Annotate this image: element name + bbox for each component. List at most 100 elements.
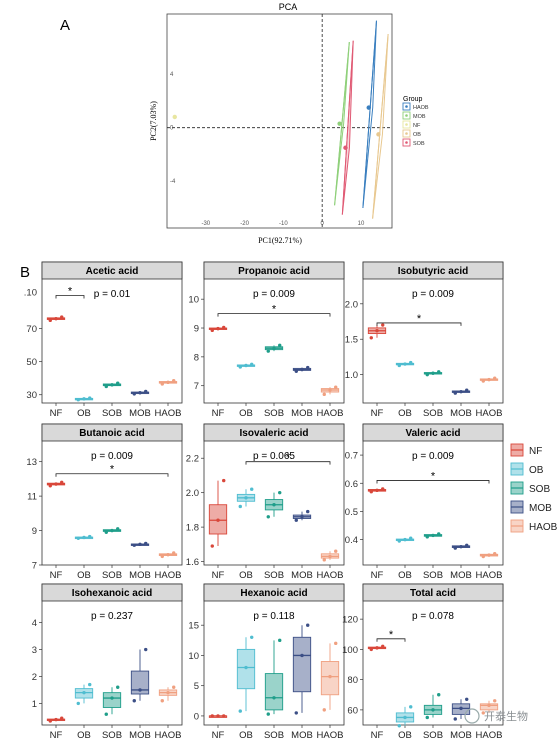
pca-legend-label: HAOB [413,105,429,111]
x-tick-label: SOB [102,408,122,419]
box-haob [320,385,340,397]
x-tick-label: MOB [291,730,313,741]
box-nf [367,487,387,494]
pca-legend-dot [405,105,408,108]
y-tick-label: 0.6 [345,479,358,490]
x-tick-label: MOB [129,408,151,419]
y-tick-label: 4 [32,618,37,629]
facet-strip [362,583,504,602]
pca-x-tick: 0 [321,221,325,227]
data-point [116,685,120,689]
legend-label-haob: HAOB [529,522,558,533]
y-tick-label: 60 [347,705,358,716]
sig-bracket [376,480,490,484]
pca-point-nf [172,114,177,120]
x-tick-label: OB [239,730,253,741]
box-mob [292,365,312,373]
data-point [160,699,164,703]
data-point [216,714,220,718]
x-tick-label: NF [212,730,225,741]
box-mob [130,541,150,547]
y-tick-label: 70 [26,324,37,335]
box-body [130,670,150,695]
box-ob [236,362,256,369]
x-tick-label: MOB [450,570,472,581]
facet-strip [362,423,504,442]
data-point [272,346,276,350]
pca-point-haob [366,105,371,110]
pca-title: PCA [279,2,298,12]
data-point [487,377,491,382]
box-mob [451,697,471,721]
x-tick-label: OB [77,570,91,581]
data-point [425,372,429,377]
y-tick-label: 1.8 [186,523,199,534]
data-point [166,690,170,695]
x-tick-label: NF [50,408,63,419]
data-point [48,719,52,723]
data-point [160,554,164,559]
data-point [60,716,64,720]
y-tick-label: 10 [188,295,199,306]
sig-star: * [417,313,422,325]
x-tick-label: SOB [264,408,284,419]
box-body [102,692,122,708]
data-point [437,532,441,536]
data-point [172,685,176,689]
box-mob [130,389,150,396]
box-ob [74,534,94,541]
box-sob [102,381,122,389]
x-tick-label: OB [239,570,253,581]
data-point [82,535,86,540]
x-tick-label: HAOB [476,408,503,419]
y-tick-label: 2.2 [186,454,199,465]
data-point [322,558,326,562]
box-ob [395,360,415,368]
facet-p-value: p = 0.118 [253,611,295,622]
data-point [210,544,214,548]
data-point [116,527,120,531]
legend-label-sob: SOB [529,484,550,495]
pca-x-tick: -20 [240,221,249,227]
facet-strip [41,261,183,280]
pca-point-ob [376,132,381,137]
y-tick-label: 9 [32,526,37,537]
x-tick-label: MOB [129,570,151,581]
data-point [216,326,220,331]
box-ob [236,487,256,509]
pca-legend-title: Group [403,96,423,103]
data-point [459,706,463,711]
box-mob [130,647,150,703]
pca-y-tick: -4 [170,179,176,185]
pca-legend-dot [405,123,408,126]
data-point [210,714,214,718]
data-point [300,515,304,519]
box-haob [320,549,340,562]
data-point [166,380,170,385]
data-point [278,490,282,495]
y-tick-label: 1.0 [345,370,358,381]
panel-label-b: B [20,264,30,281]
x-tick-label: SOB [264,730,284,741]
data-point [250,362,254,367]
data-point [328,554,332,559]
data-point [88,534,92,539]
y-tick-label: 120 [342,615,358,626]
x-tick-label: OB [77,730,91,741]
facet-valeric-acid: Valeric acid p = 0.009 0.4 0.5 0.6 0.7 NF OB SOB… [345,423,504,581]
box-nf [46,716,66,723]
facet-strip [203,423,345,442]
data-point [453,546,457,550]
y-tick-label: 0.5 [345,507,358,518]
x-tick-label: HAOB [155,730,182,741]
data-point [210,328,214,333]
data-point [54,316,58,321]
data-point [431,371,435,375]
box-nf [208,325,228,333]
data-point [144,389,148,394]
facet-strip [362,261,504,280]
box-nf [367,644,387,652]
facet-border [203,261,345,404]
legend-label-nf: NF [529,446,542,457]
data-point [166,552,170,557]
